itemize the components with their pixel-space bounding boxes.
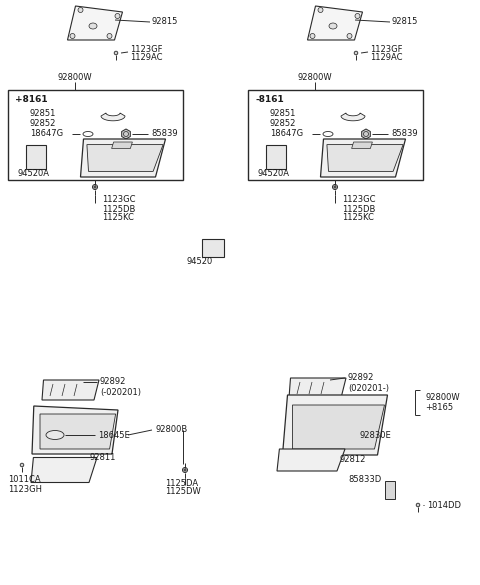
Text: 18645E: 18645E <box>98 431 130 439</box>
Polygon shape <box>42 380 99 400</box>
Polygon shape <box>289 378 346 398</box>
Circle shape <box>318 8 323 12</box>
Circle shape <box>114 51 118 55</box>
Text: 1014DD: 1014DD <box>427 501 461 510</box>
Polygon shape <box>327 144 403 171</box>
Bar <box>385 481 395 499</box>
Circle shape <box>78 8 83 12</box>
Text: 92851: 92851 <box>30 108 56 118</box>
Text: 92892: 92892 <box>100 377 126 387</box>
Text: 92800W: 92800W <box>58 74 92 82</box>
Bar <box>8 90 183 180</box>
Text: 92892: 92892 <box>348 373 374 383</box>
Circle shape <box>20 463 24 467</box>
Text: -8161: -8161 <box>255 95 284 105</box>
Ellipse shape <box>329 23 337 29</box>
Text: 92815: 92815 <box>392 18 419 26</box>
Text: 18647G: 18647G <box>270 129 303 139</box>
Polygon shape <box>277 449 345 471</box>
Bar <box>269 148 274 166</box>
Text: 92812: 92812 <box>340 456 366 464</box>
Polygon shape <box>292 405 384 449</box>
Circle shape <box>347 33 352 39</box>
Bar <box>37 148 42 166</box>
Circle shape <box>94 186 96 188</box>
Text: 1125DB: 1125DB <box>102 205 135 214</box>
Text: 92800W: 92800W <box>425 394 460 402</box>
Text: 1123GF: 1123GF <box>130 44 163 53</box>
Text: 85833D: 85833D <box>348 476 382 484</box>
Circle shape <box>184 469 186 472</box>
Polygon shape <box>81 139 166 177</box>
Circle shape <box>416 503 420 507</box>
Text: 1123GH: 1123GH <box>8 486 42 494</box>
Polygon shape <box>308 6 362 40</box>
Text: 92811: 92811 <box>90 453 116 463</box>
Text: 92851: 92851 <box>270 108 296 118</box>
Circle shape <box>355 13 360 19</box>
Polygon shape <box>121 129 131 139</box>
Bar <box>248 90 423 180</box>
Text: 92852: 92852 <box>30 119 56 128</box>
Text: 92800B: 92800B <box>155 425 187 435</box>
Text: 1125DB: 1125DB <box>342 205 375 214</box>
Bar <box>277 148 282 166</box>
Text: 85839: 85839 <box>391 129 418 139</box>
Circle shape <box>70 33 75 39</box>
Text: 1129AC: 1129AC <box>130 53 163 61</box>
Polygon shape <box>31 457 97 483</box>
Text: (-020201): (-020201) <box>100 387 141 397</box>
Circle shape <box>334 186 336 188</box>
Text: 94520A: 94520A <box>18 170 50 178</box>
Ellipse shape <box>89 23 97 29</box>
Text: 1129AC: 1129AC <box>370 53 403 61</box>
Circle shape <box>107 33 112 39</box>
Text: 1123GC: 1123GC <box>102 195 135 205</box>
Text: 1011CA: 1011CA <box>8 476 41 484</box>
Polygon shape <box>87 144 163 171</box>
Text: 1123GC: 1123GC <box>342 195 375 205</box>
Text: 92815: 92815 <box>152 18 179 26</box>
Text: (020201-): (020201-) <box>348 384 389 393</box>
Polygon shape <box>68 6 122 40</box>
Text: 92852: 92852 <box>270 119 296 128</box>
Text: 85839: 85839 <box>151 129 178 139</box>
Bar <box>266 145 286 169</box>
Text: 1125KC: 1125KC <box>342 214 374 222</box>
Polygon shape <box>361 129 371 139</box>
Bar <box>26 145 46 169</box>
Bar <box>202 239 224 257</box>
Polygon shape <box>352 142 372 149</box>
Text: 1125KC: 1125KC <box>102 214 134 222</box>
Text: +8161: +8161 <box>15 95 48 105</box>
Polygon shape <box>101 113 125 121</box>
Polygon shape <box>283 395 387 455</box>
Bar <box>205 242 211 254</box>
Text: 94520A: 94520A <box>258 170 290 178</box>
Text: 1125DA: 1125DA <box>165 479 198 487</box>
Text: +8165: +8165 <box>425 404 453 412</box>
Polygon shape <box>321 139 406 177</box>
Text: 92830E: 92830E <box>360 431 392 439</box>
Circle shape <box>115 13 120 19</box>
Text: 92800W: 92800W <box>298 74 332 82</box>
Text: 1125DW: 1125DW <box>165 487 201 497</box>
Polygon shape <box>112 142 132 149</box>
Circle shape <box>310 33 315 39</box>
Polygon shape <box>40 414 116 449</box>
Text: 1123GF: 1123GF <box>370 44 403 53</box>
Ellipse shape <box>46 431 64 439</box>
Polygon shape <box>341 113 365 121</box>
Text: 94520: 94520 <box>187 257 213 267</box>
Circle shape <box>354 51 358 55</box>
Text: 18647G: 18647G <box>30 129 63 139</box>
Bar <box>29 148 34 166</box>
Polygon shape <box>32 406 118 454</box>
Bar <box>215 242 221 254</box>
